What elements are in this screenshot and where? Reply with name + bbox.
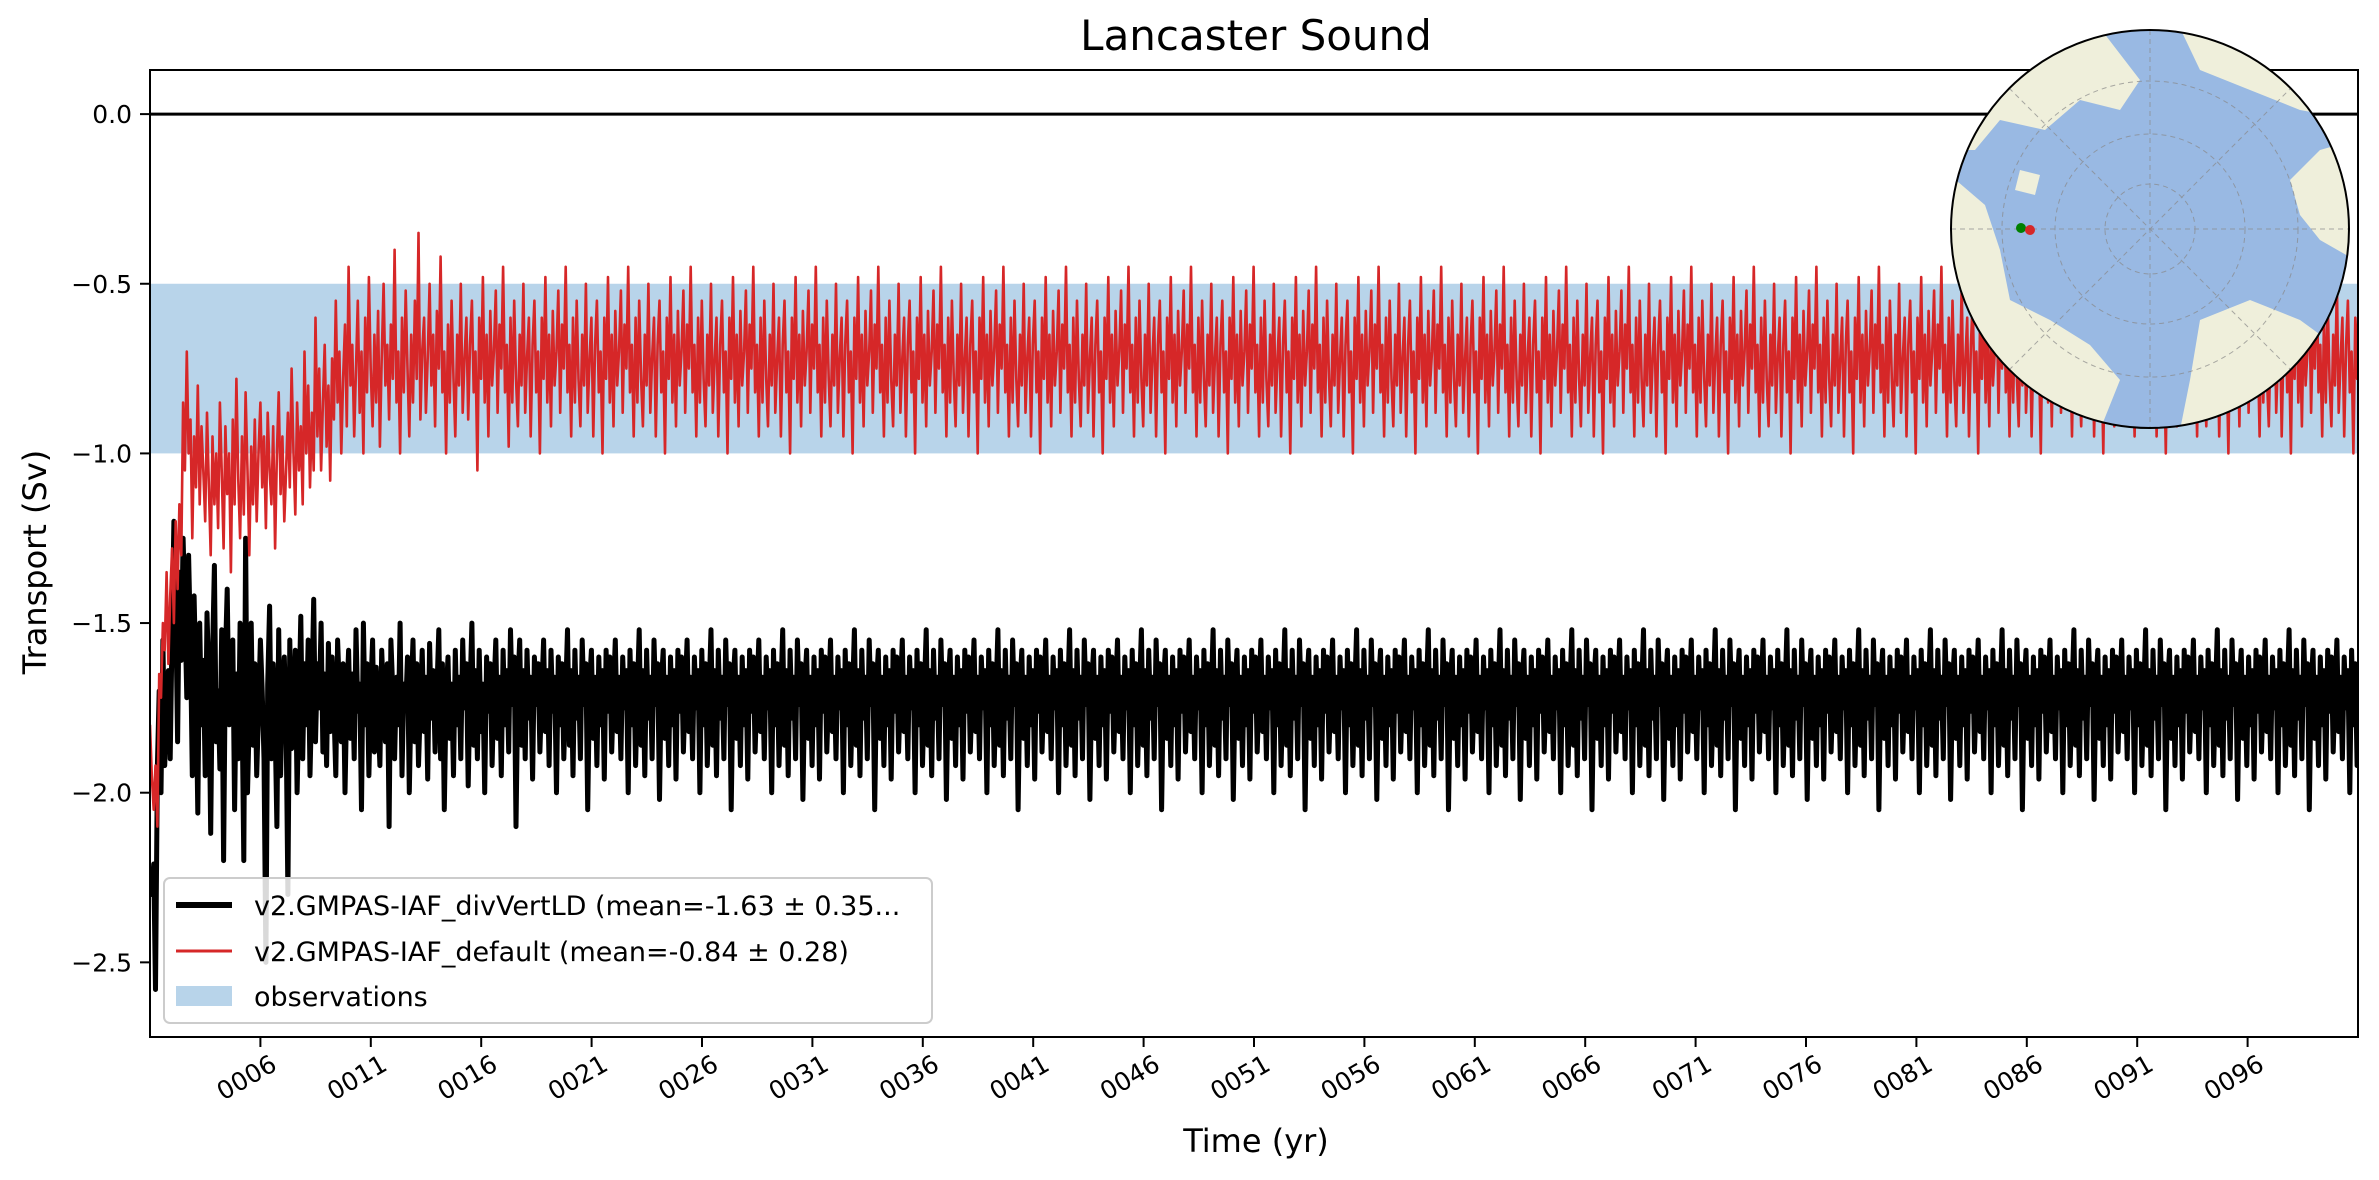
legend: v2.GMPAS-IAF_divVertLD (mean=-1.63 ± 0.3… (163, 877, 933, 1024)
x-tick-label: 0096 (2199, 1049, 2269, 1106)
x-tick-label: 0071 (1647, 1049, 1717, 1106)
y-tick-label: −2.5 (71, 948, 132, 977)
legend-label-divVertLD: v2.GMPAS-IAF_divVertLD (mean=-1.63 ± 0.3… (254, 891, 900, 922)
map-border (1950, 29, 2350, 429)
x-tick-label: 0086 (1978, 1049, 2048, 1106)
x-tick-label: 0051 (1205, 1049, 1275, 1106)
series-line-divVertLD (150, 518, 2358, 992)
x-axis-label: Time (yr) (1182, 1122, 1329, 1160)
x-tick-label: 0011 (322, 1049, 392, 1106)
x-tick-label: 0016 (433, 1049, 503, 1106)
x-tick-label: 0041 (985, 1049, 1055, 1106)
y-tick-label: −1.5 (71, 609, 132, 638)
x-tick-label: 0021 (543, 1049, 613, 1106)
legend-label-observations: observations (254, 982, 428, 1013)
inset-polar-map (1950, 29, 2350, 429)
legend-label-default: v2.GMPAS-IAF_default (mean=-0.84 ± 0.28) (254, 937, 849, 968)
map-marker-start (2016, 223, 2026, 233)
x-tick-label: 0006 (212, 1049, 282, 1106)
y-axis-label: Transport (Sv) (16, 450, 54, 676)
x-tick-label: 0056 (1316, 1049, 1386, 1106)
x-tick-label: 0046 (1095, 1049, 1165, 1106)
x-tick-label: 0076 (1757, 1049, 1827, 1106)
chart-title: Lancaster Sound (1080, 11, 1432, 60)
legend-box (163, 877, 933, 1024)
x-axis: 0006 0011 0016 0021 0026 0031 0036 0041 0046 0051… (212, 1037, 2269, 1106)
y-axis: 0.0 −0.5 −1.0 −1.5 −2.0 −2.5 (71, 100, 150, 977)
legend-swatch-observations (176, 986, 232, 1006)
x-tick-label: 0081 (1868, 1049, 1938, 1106)
x-tick-label: 0066 (1537, 1049, 1607, 1106)
x-tick-label: 0061 (1426, 1049, 1496, 1106)
x-tick-label: 0026 (653, 1049, 723, 1106)
map-land-islands (2015, 170, 2040, 195)
map-land-eurasia-east (2290, 140, 2349, 260)
y-tick-label: −2.0 (71, 779, 132, 808)
x-tick-label: 0031 (764, 1049, 834, 1106)
y-tick-label: −0.5 (71, 270, 132, 299)
x-tick-label: 0091 (2089, 1049, 2159, 1106)
map-marker-end (2025, 225, 2035, 235)
x-tick-label: 0036 (874, 1049, 944, 1106)
y-tick-label: −1.0 (71, 439, 132, 468)
y-tick-label: 0.0 (92, 100, 132, 129)
